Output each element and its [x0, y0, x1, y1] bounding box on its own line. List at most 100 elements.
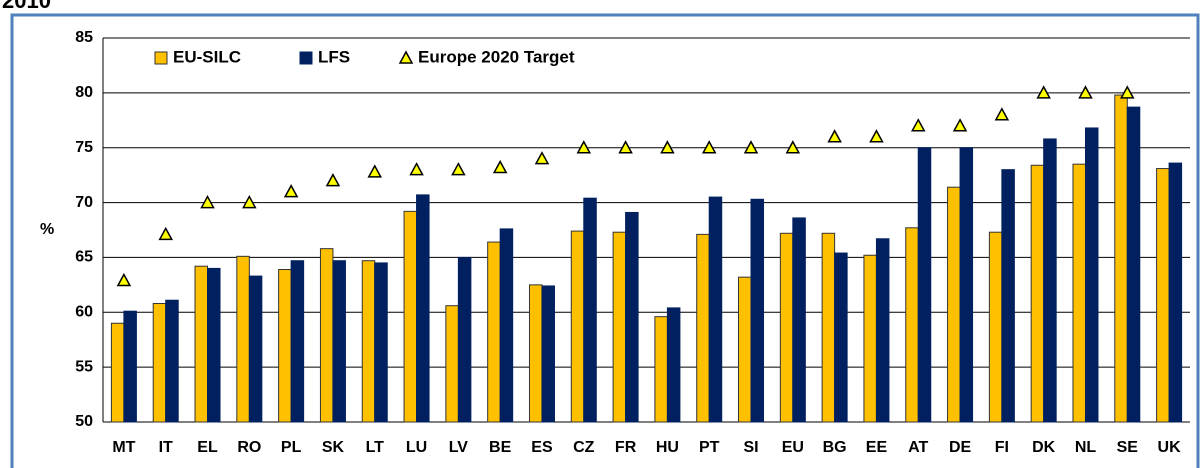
x-tick-label: RO: [237, 439, 261, 456]
x-tick-label: EU: [782, 439, 804, 456]
target-marker: [952, 118, 968, 132]
x-tick-label: NL: [1075, 439, 1097, 456]
x-tick-label: EE: [866, 439, 888, 456]
x-tick-label: FR: [615, 439, 637, 456]
legend-label: Europe 2020 Target: [418, 47, 575, 66]
x-tick-label: HU: [656, 439, 679, 456]
bar: [165, 299, 179, 423]
bar: [750, 198, 765, 423]
target-marker: [743, 140, 759, 154]
bar: [110, 322, 125, 423]
x-tick-label: SK: [322, 439, 345, 456]
x-tick-label: LU: [406, 439, 427, 456]
bar: [696, 233, 710, 423]
bar: [708, 196, 723, 423]
target-marker: [451, 162, 466, 176]
target-marker: [785, 140, 801, 154]
target-marker: [1036, 85, 1051, 99]
x-tick-label: PT: [699, 439, 720, 456]
target-marker: [910, 118, 926, 132]
bar: [499, 228, 514, 423]
target-marker: [283, 184, 299, 198]
bar: [1168, 162, 1183, 423]
y-tick-label: 80: [75, 84, 93, 101]
bar: [792, 217, 806, 423]
bar: [834, 252, 848, 423]
x-tick-label: BG: [823, 439, 847, 456]
bar: [236, 255, 250, 423]
y-tick-label: 70: [75, 194, 93, 211]
bar: [947, 186, 961, 423]
target-marker: [242, 195, 257, 209]
bar: [541, 285, 555, 423]
legend-label: EU-SILC: [173, 47, 241, 66]
target-marker: [534, 151, 550, 165]
x-tick-label: IT: [159, 439, 173, 456]
bar: [583, 197, 597, 423]
x-tick-label: LV: [449, 439, 469, 456]
bar: [457, 256, 472, 423]
bar: [152, 303, 167, 423]
bar: [1126, 106, 1141, 423]
target-marker: [116, 272, 132, 287]
target-marker: [660, 140, 675, 154]
x-tick-label: ES: [531, 439, 553, 456]
x-tick-label: LT: [366, 439, 385, 456]
y-tick-label: 85: [75, 29, 93, 46]
bar: [612, 231, 627, 423]
legend-label: LFS: [318, 47, 350, 66]
target-marker: [409, 162, 424, 176]
chart-frame: [10, 13, 1200, 468]
bar: [278, 268, 292, 423]
x-tick-label: DK: [1032, 439, 1056, 456]
legend-swatch: [154, 51, 168, 65]
target-marker: [701, 140, 717, 154]
bar: [666, 307, 681, 423]
bar: [779, 232, 794, 423]
bar: [416, 194, 430, 423]
bar: [570, 230, 585, 423]
bar: [528, 284, 543, 423]
bar: [123, 310, 137, 423]
target-marker: [1078, 85, 1093, 99]
bar: [1072, 163, 1086, 423]
bar: [738, 276, 752, 423]
target-marker: [492, 159, 508, 174]
bar: [332, 260, 346, 423]
bar: [988, 231, 1003, 423]
chart-title: 2010: [2, 0, 51, 13]
x-tick-label: PL: [281, 439, 302, 456]
x-tick-label: CZ: [573, 439, 595, 456]
bar: [361, 260, 376, 423]
bar: [1084, 127, 1099, 423]
bar: [374, 262, 388, 423]
target-marker: [994, 107, 1010, 121]
bar: [917, 147, 932, 423]
target-marker: [618, 140, 633, 154]
x-tick-label: UK: [1158, 439, 1182, 456]
target-marker: [367, 164, 383, 178]
bar: [654, 316, 668, 423]
target-marker: [576, 140, 592, 154]
bar: [625, 211, 639, 423]
y-tick-label: 65: [75, 249, 93, 266]
y-tick-label: 50: [75, 413, 93, 430]
y-axis-label: %: [40, 221, 54, 238]
bar: [1156, 168, 1170, 423]
bar: [905, 227, 919, 423]
bar: [821, 232, 836, 423]
x-tick-label: FI: [995, 439, 1009, 456]
bar: [875, 238, 890, 423]
bar: [319, 248, 334, 423]
y-tick-label: 75: [75, 139, 93, 156]
bar: [403, 210, 418, 423]
bar: [290, 260, 305, 423]
bar: [248, 275, 263, 423]
target-marker: [158, 226, 173, 241]
x-tick-label: MT: [112, 439, 135, 456]
bar: [445, 305, 459, 423]
x-tick-label: BE: [489, 439, 512, 456]
target-marker: [1120, 85, 1135, 99]
bar: [1001, 169, 1015, 423]
